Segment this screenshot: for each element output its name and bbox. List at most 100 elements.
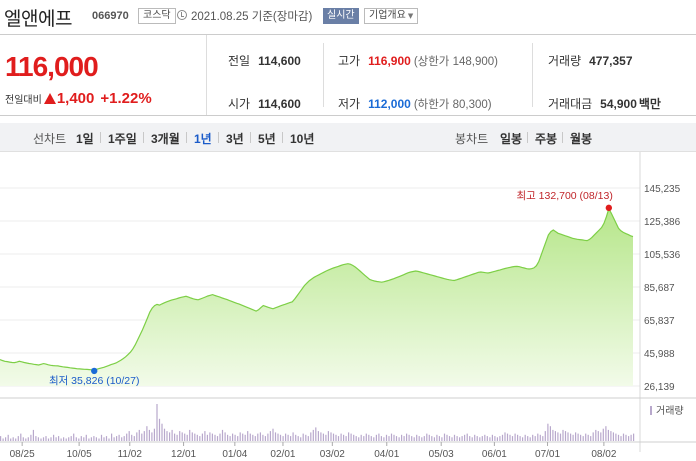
low-price: 저가 112,000 (하한가 80,300) bbox=[338, 95, 492, 112]
volume-legend-swatch bbox=[650, 406, 652, 415]
volume-bar bbox=[398, 437, 400, 441]
price-chart-svg: 145,235 125,386 105,536 85,687 65,837 45,988 2… bbox=[0, 152, 696, 460]
volume-bar bbox=[459, 437, 461, 441]
prev-close-label: 전일 bbox=[228, 54, 251, 68]
volume-bar bbox=[204, 431, 206, 441]
volume-bar bbox=[292, 432, 294, 441]
volume-bar bbox=[108, 438, 110, 441]
period-1y[interactable]: 1년 bbox=[194, 132, 212, 146]
volume-bar bbox=[355, 436, 357, 441]
volume-bar bbox=[259, 432, 261, 441]
company-info-label: 기업개요 bbox=[369, 10, 406, 21]
stock-header: 엘앤에프 066970 코스닥 2021.08.25 기준(장마감) 실시간 기… bbox=[0, 0, 696, 33]
realtime-button[interactable]: 실시간 bbox=[323, 8, 359, 24]
volume-bar bbox=[630, 434, 632, 441]
period-5y[interactable]: 5년 bbox=[258, 132, 276, 146]
volume-bar bbox=[416, 434, 418, 441]
volume-bar bbox=[451, 437, 453, 441]
volume-bar bbox=[224, 432, 226, 441]
volume-bar bbox=[327, 431, 329, 441]
volume-bar bbox=[269, 431, 271, 441]
price-chart[interactable]: 145,235 125,386 105,536 85,687 65,837 45,988 2… bbox=[0, 152, 696, 461]
volume-bar bbox=[300, 437, 302, 441]
candle-monthly[interactable]: 월봉 bbox=[570, 132, 593, 146]
volume-bar bbox=[50, 437, 52, 441]
high-price: 고가 116,900 (상한가 148,900) bbox=[338, 52, 498, 69]
volume-bar bbox=[529, 437, 531, 441]
volume-bar bbox=[73, 433, 75, 441]
volume-bar bbox=[199, 436, 201, 441]
volume-bar bbox=[607, 429, 609, 441]
volume-bar bbox=[532, 434, 534, 441]
volume-bar bbox=[549, 426, 551, 441]
volume-bar bbox=[343, 434, 345, 441]
volume-bar bbox=[353, 434, 355, 441]
volume-bar bbox=[201, 433, 203, 441]
company-info-dropdown[interactable]: 기업개요 ▼ bbox=[364, 8, 419, 24]
volume-bar bbox=[522, 437, 524, 441]
volume-bar bbox=[615, 433, 617, 441]
volume-bar bbox=[267, 433, 269, 441]
candle-weekly[interactable]: 주봉 bbox=[535, 132, 558, 146]
volume-bar bbox=[227, 434, 229, 441]
period-10y[interactable]: 10년 bbox=[290, 132, 315, 146]
volume-bar bbox=[423, 436, 425, 441]
line-chart-label: 선차트 bbox=[33, 132, 67, 146]
volume-bar bbox=[37, 437, 39, 441]
volume-bar bbox=[297, 436, 299, 441]
volume-bar bbox=[65, 438, 67, 441]
volume-bar bbox=[461, 436, 463, 441]
volume-bar bbox=[307, 436, 309, 441]
volume-bar bbox=[494, 436, 496, 441]
volume-bar bbox=[63, 437, 65, 441]
x-tick-label: 08/25 bbox=[10, 449, 35, 460]
y-tick-label: 125,386 bbox=[644, 217, 681, 228]
price-change: 전일대비 1,400 +1.22% bbox=[5, 88, 152, 107]
volume-bar bbox=[499, 436, 501, 441]
volume-bar bbox=[22, 437, 24, 441]
volume-bar bbox=[385, 434, 388, 441]
y-tick-label: 105,536 bbox=[644, 250, 681, 261]
volume-bar bbox=[575, 432, 577, 441]
volume-bar bbox=[446, 434, 448, 441]
volume-bar bbox=[60, 438, 62, 441]
volume-bar bbox=[111, 433, 113, 441]
volume-bar bbox=[47, 438, 50, 441]
volume-bar bbox=[25, 438, 27, 441]
volume-bar bbox=[216, 436, 219, 441]
volume-bar bbox=[620, 436, 622, 441]
volume-bar bbox=[169, 432, 171, 441]
volume-bar bbox=[471, 437, 473, 441]
divider bbox=[562, 132, 563, 143]
volume-bar bbox=[249, 433, 251, 441]
period-1w[interactable]: 1주일 bbox=[108, 132, 137, 146]
period-3m[interactable]: 3개월 bbox=[151, 132, 180, 146]
volume-bar bbox=[100, 434, 103, 441]
market-badge: 코스닥 bbox=[138, 8, 176, 24]
volume-bar bbox=[277, 433, 279, 441]
period-3y[interactable]: 3년 bbox=[226, 132, 244, 146]
change-percent: +1.22% bbox=[100, 90, 152, 107]
volume-bar bbox=[408, 434, 410, 441]
stock-name: 엘앤에프 bbox=[4, 8, 72, 30]
y-axis: 145,235 125,386 105,536 85,687 65,837 45,988 2… bbox=[644, 184, 681, 393]
volume-bar bbox=[232, 433, 234, 441]
period-1d[interactable]: 1일 bbox=[76, 132, 94, 146]
volume-bar bbox=[206, 434, 208, 441]
volume-bar bbox=[151, 432, 153, 441]
volume-bar bbox=[587, 434, 589, 441]
y-tick-label: 26,139 bbox=[644, 382, 675, 393]
volume-bar bbox=[403, 436, 405, 441]
low-annotation: 최저 35,826 (10/27) bbox=[49, 375, 140, 387]
volume-bar bbox=[118, 434, 120, 441]
volume-bar bbox=[610, 431, 612, 441]
candle-daily[interactable]: 일봉 bbox=[500, 132, 523, 146]
volume-bar bbox=[557, 432, 559, 441]
volume-bar bbox=[123, 436, 125, 441]
clock-icon bbox=[177, 10, 187, 20]
volume-bar bbox=[184, 433, 186, 441]
volume-bar bbox=[148, 429, 150, 441]
volume-bar bbox=[363, 436, 365, 441]
volume-bar bbox=[5, 437, 7, 441]
volume-bar bbox=[438, 436, 440, 441]
